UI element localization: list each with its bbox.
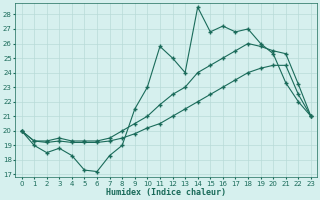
- X-axis label: Humidex (Indice chaleur): Humidex (Indice chaleur): [106, 188, 226, 197]
